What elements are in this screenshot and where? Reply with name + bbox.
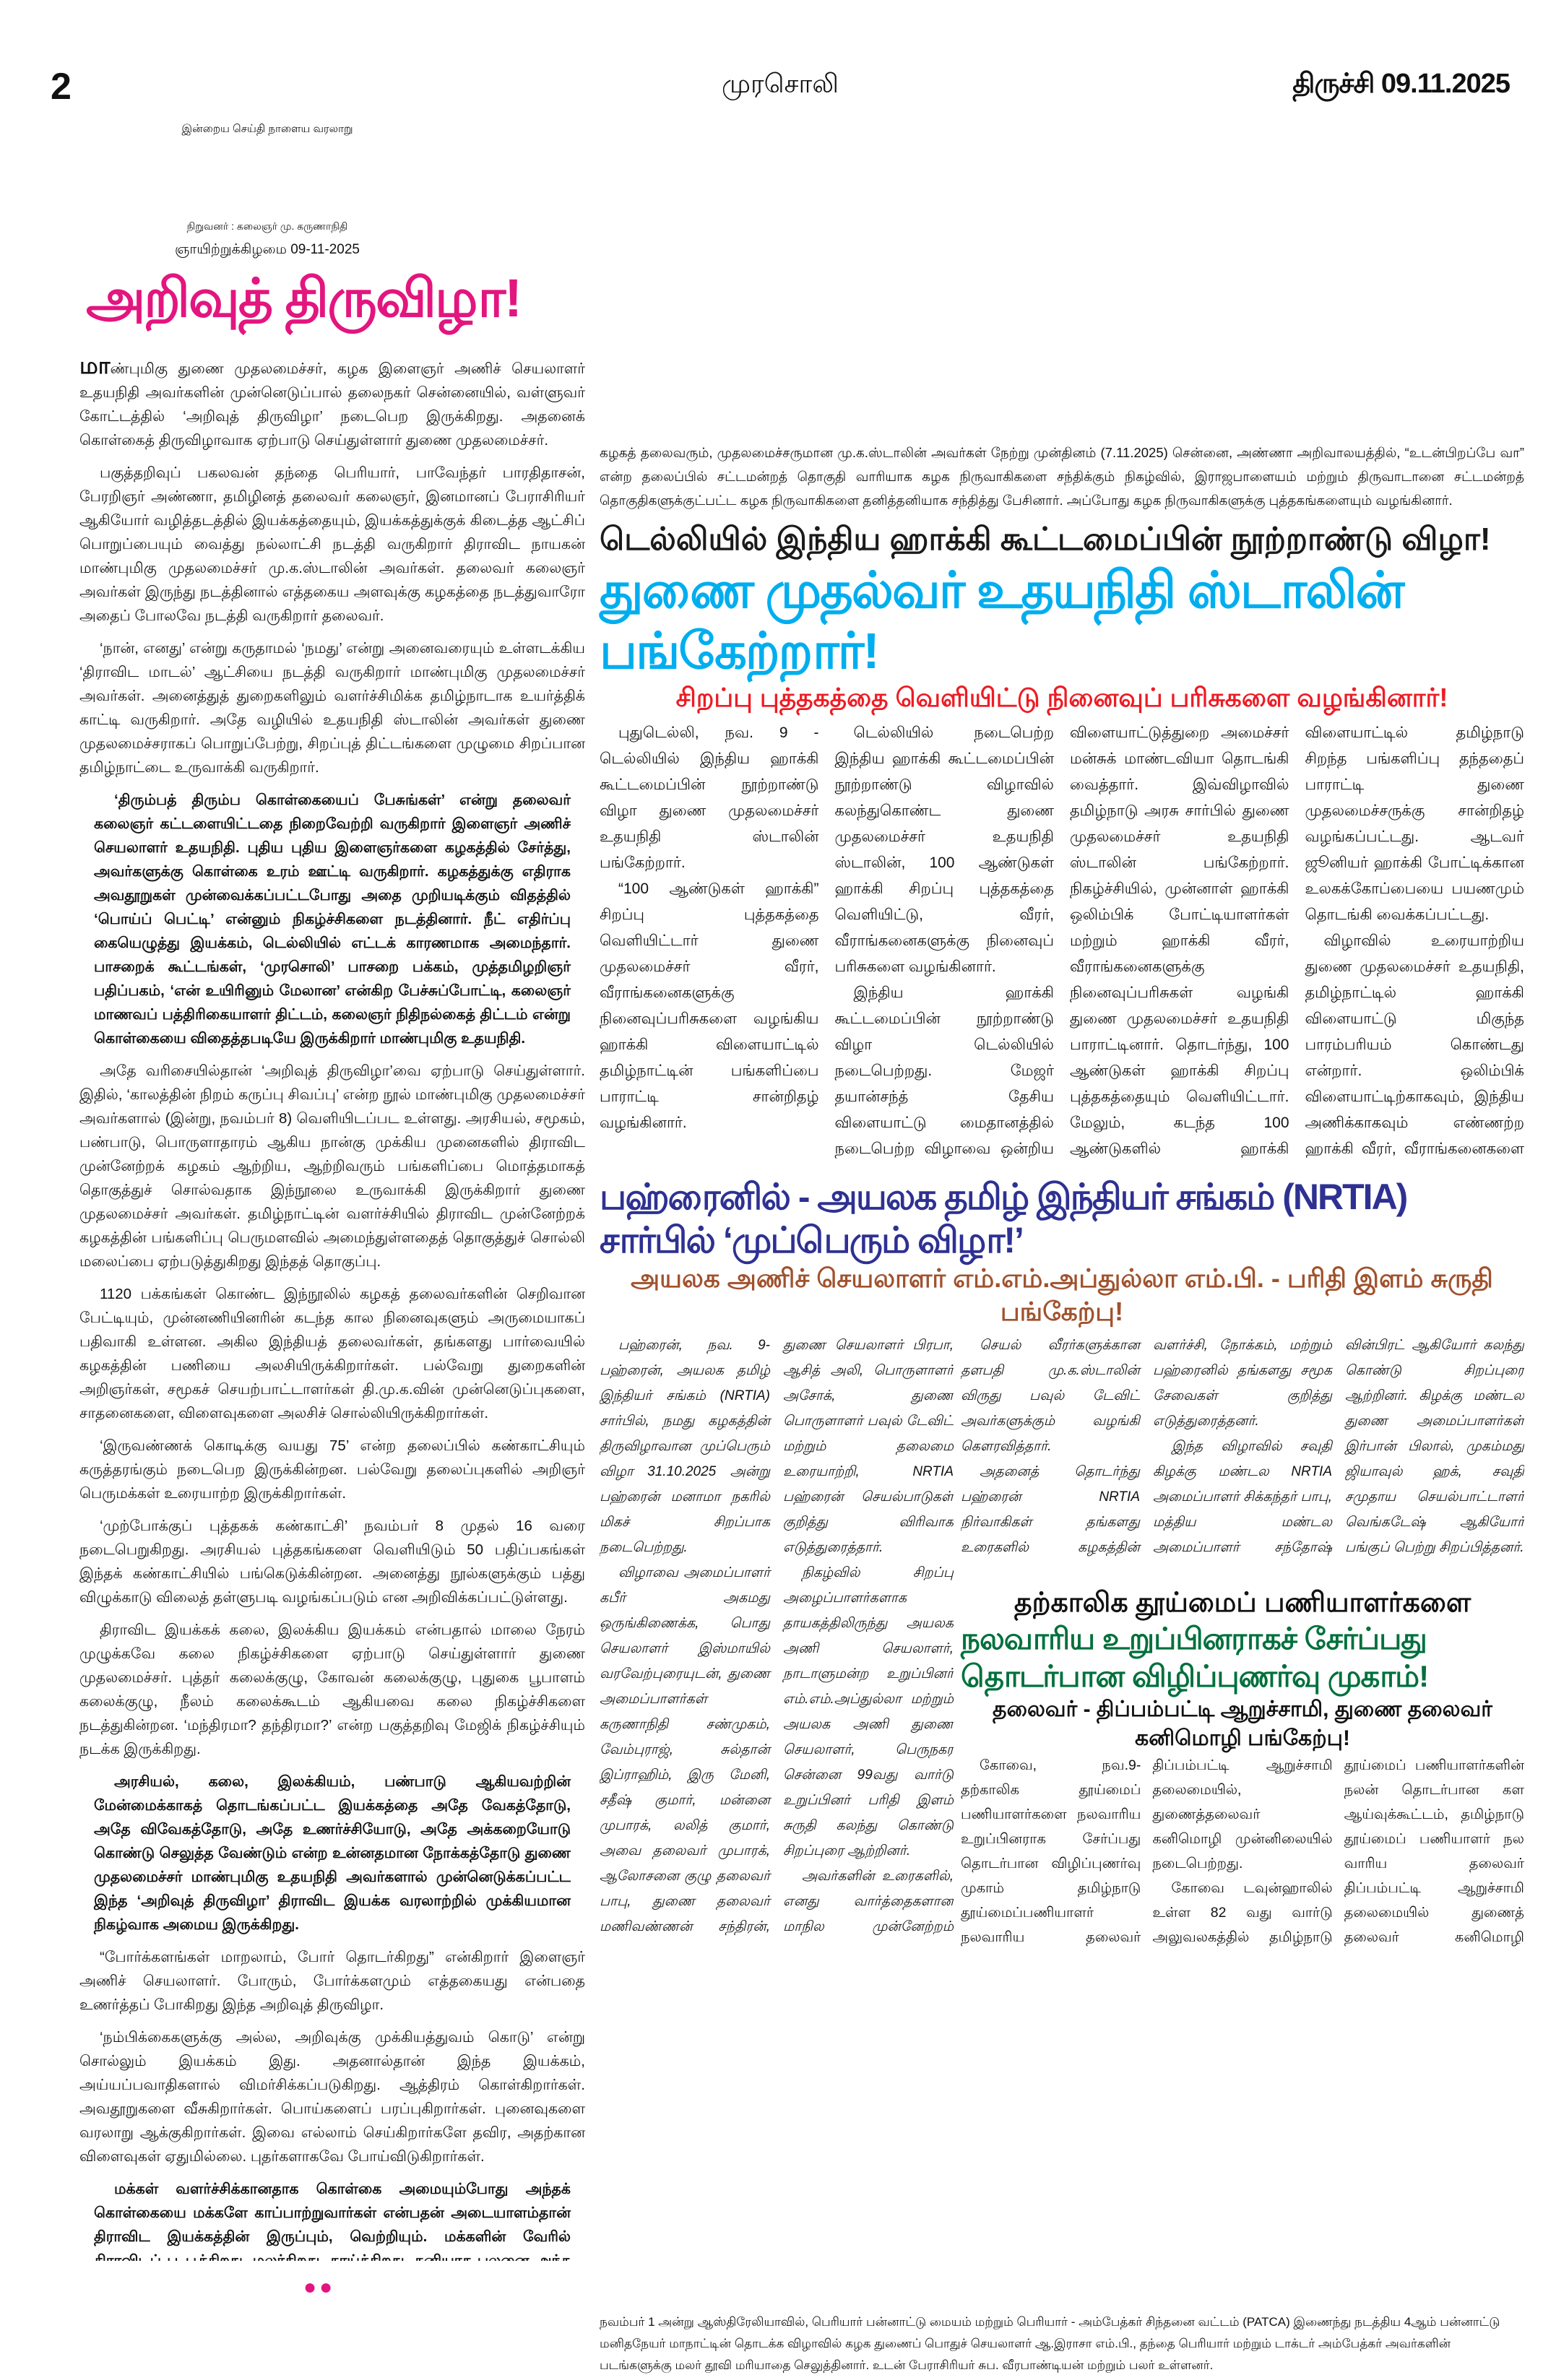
right-news-column: கழகத் தலைவரும், முதலமைச்சருமான மு.க.ஸ்டா… bbox=[600, 72, 1524, 2376]
hockey-article-body: புதுடெல்லி, நவ. 9 - டெல்லியில் இந்திய ஹா… bbox=[600, 720, 1524, 1168]
photo-caption-top: கழகத் தலைவரும், முதலமைச்சருமான மு.க.ஸ்டா… bbox=[600, 445, 1524, 508]
paragraph-text: மக்கள் வளர்ச்சிக்கானதாக கொள்கை அமையும்போ… bbox=[94, 2181, 571, 2261]
editorial-body: மாண்புமிகு துணை முதலமைச்சர், கழக இளைஞர் … bbox=[79, 354, 585, 2261]
nrtia-body-right: செயல் வீரர்களுக்கான தளபதி மு.க.ஸ்டாலின் … bbox=[961, 1333, 1524, 1578]
photo-caption-bottom: நவம்பர் 1 அன்று ஆஸ்திரேலியாவில், பெரியார… bbox=[600, 2315, 1500, 2372]
article-paragraph: பஹ்ரைன், நவ. 9- பஹ்ரைன், அயலக தமிழ் இந்த… bbox=[600, 1338, 770, 1555]
paragraph-text: அரசியல், கலை, இலக்கியம், பண்பாடு ஆகியவற்… bbox=[94, 1773, 571, 1933]
paragraph-text: ‘நான், எனது’ என்று கருதாமல் ‘நமது’ என்று… bbox=[79, 640, 585, 776]
article-paragraph: கோவை, நவ.9- தற்காலிக தூய்மைப் பணியாளர்கள… bbox=[961, 1757, 1333, 1945]
article-paragraph: நிகழ்வில் சிறப்பு அழைப்பாளர்களாக தாயகத்த… bbox=[783, 1565, 954, 1858]
article-paragraph: அதனைத் தொடர்ந்து பஹ்ரைன் NRTIA நிர்வாகிக… bbox=[961, 1338, 1332, 1555]
article-paragraph: “100 ஆண்டுகள் ஹாக்கி” சிறப்பு புத்தகத்தை… bbox=[600, 880, 819, 1131]
editorial-paragraph: ‘நம்பிக்கைகளுக்கு அல்ல, அறிவுக்கு முக்கி… bbox=[79, 2025, 585, 2168]
page-number: 2 bbox=[51, 66, 72, 108]
article-paragraph: விழாவில் உரையாற்றிய துணை முதலமைச்சர் உதய… bbox=[1305, 932, 1525, 1157]
paragraph-text: அதே வரிசையில்தான் ‘அறிவுத் திருவிழா’வை ஏ… bbox=[79, 1063, 585, 1270]
editorial-paragraph: மக்கள் வளர்ச்சிக்கானதாக கொள்கை அமையும்போ… bbox=[79, 2177, 585, 2261]
article-paragraph: டெல்லியில் நடைபெற்ற இந்திய ஹாக்கி கூட்டம… bbox=[834, 724, 1055, 975]
article-paragraph: செயல் வீரர்களுக்கான தளபதி மு.க.ஸ்டாலின் … bbox=[961, 1338, 1140, 1454]
article-paragraph: அவர்களின் உரைகளில், எனது வார்த்தைகளான மா… bbox=[783, 1869, 954, 1934]
edition-date: திருச்சி 09.11.2025 bbox=[1292, 69, 1510, 99]
photo-bottom bbox=[600, 1970, 1524, 2306]
paragraph-text: ‘நம்பிக்கைகளுக்கு அல்ல, அறிவுக்கு முக்கி… bbox=[79, 2029, 585, 2165]
editorial-date: ஞாயிற்றுக்கிழமை 09-11-2025 bbox=[175, 242, 360, 257]
drop-cap: மா bbox=[79, 354, 111, 378]
hockey-kicker: டெல்லியில் இந்திய ஹாக்கி கூட்டமைப்பின் ந… bbox=[600, 522, 1491, 557]
paragraph-text: ‘முற்போக்குப் புத்தகக் கண்காட்சி’ நவம்பர… bbox=[79, 1518, 585, 1606]
article-paragraph: புதுடெல்லி, நவ. 9 - டெல்லியில் இந்திய ஹா… bbox=[600, 724, 819, 871]
editorial-paragraph: அரசியல், கலை, இலக்கியம், பண்பாடு ஆகியவற்… bbox=[79, 1770, 585, 1937]
editorial-paragraph: திராவிட இயக்கக் கலை, இலக்கிய இயக்கம் என்… bbox=[79, 1618, 585, 1761]
nrtia-subhead: அயலக அணிச் செயலாளர் எம்.எம்.அப்துல்லா எம… bbox=[631, 1263, 1493, 1326]
editorial-paragraph: ‘முற்போக்குப் புத்தகக் கண்காட்சி’ நவம்பர… bbox=[79, 1514, 585, 1609]
photo-top bbox=[600, 72, 1524, 441]
cleaning-subhead: தலைவர் - திப்பம்பட்டி ஆறுச்சாமி, துணை தல… bbox=[993, 1697, 1492, 1750]
paragraph-text: திராவிட இயக்கக் கலை, இலக்கிய இயக்கம் என்… bbox=[79, 1622, 585, 1757]
editorial-paragraph: அதே வரிசையில்தான் ‘அறிவுத் திருவிழா’வை ஏ… bbox=[79, 1059, 585, 1273]
editorial-paragraph: பகுத்தறிவுப் பகலவன் தந்தை பெரியார், பாவே… bbox=[79, 461, 585, 628]
hockey-subhead: சிறப்பு புத்தகத்தை வெளியிட்டு நினைவுப் ப… bbox=[675, 683, 1448, 712]
editorial-paragraph: “போர்க்களங்கள் மாறலாம், போர் தொடர்கிறது”… bbox=[79, 1945, 585, 2017]
cleaning-kicker: தற்காலிக தூய்மைப் பணியாளர்களை bbox=[1013, 1588, 1471, 1618]
article-paragraph: இந்த விழாவில் சவுதி கிழக்கு மண்டல NRTIA … bbox=[1153, 1338, 1524, 1555]
cleaning-article-body: கோவை, நவ.9- தற்காலிக தூய்மைப் பணியாளர்கள… bbox=[961, 1753, 1524, 1970]
editorial-paragraph: ‘நான், எனது’ என்று கருதாமல் ‘நமது’ என்று… bbox=[79, 636, 585, 779]
article-paragraph: இந்திய ஹாக்கி கூட்டமைப்பின் நூற்றாண்டு வ… bbox=[834, 724, 1525, 1157]
editorial-title: அறிவுத் திருவிழா! bbox=[86, 268, 522, 328]
masthead: முரசொலி bbox=[722, 69, 839, 98]
nrtia-headline: பஹ்ரைனில் - அயலக தமிழ் இந்தியர் சங்கம் (… bbox=[600, 1177, 1408, 1260]
nrtia-row: பஹ்ரைன், நவ. 9- பஹ்ரைன், அயலக தமிழ் இந்த… bbox=[600, 1333, 1524, 1970]
cleaning-headline: நலவாரிய உறுப்பினராகச் சேர்ப்பது தொடர்பான… bbox=[961, 1622, 1429, 1693]
nrtia-body-left: பஹ்ரைன், நவ. 9- பஹ்ரைன், அயலக தமிழ் இந்த… bbox=[600, 1333, 954, 1939]
editorial-paragraph: மாண்புமிகு துணை முதலமைச்சர், கழக இளைஞர் … bbox=[79, 354, 585, 452]
end-mark: ●● bbox=[303, 2275, 336, 2299]
founder-line: நிறுவனர் : கலைஞர் மு. கருணாநிதி bbox=[186, 220, 348, 232]
paragraph-text: 1120 பக்கங்கள் கொண்ட இந்நூலில் கழகத் தலை… bbox=[79, 1286, 585, 1421]
tagline: இன்றைய செய்தி நாளைய வரலாறு bbox=[181, 123, 353, 135]
article-paragraph: விழாவை அமைப்பாளர் கபீர் அகமது ஒருங்கிணைக… bbox=[600, 1338, 954, 1934]
paragraph-text: பகுத்தறிவுப் பகலவன் தந்தை பெரியார், பாவே… bbox=[79, 464, 585, 624]
paragraph-text: “போர்க்களங்கள் மாறலாம், போர் தொடர்கிறது”… bbox=[79, 1949, 585, 2013]
hockey-headline: துணை முதல்வர் உதயநிதி ஸ்டாலின் பங்கேற்றா… bbox=[600, 562, 1404, 679]
article-paragraph: கோவை டவுன்ஹாலில் உள்ள 82 வது வார்டு அலுவ… bbox=[1152, 1757, 1524, 1945]
editorial-paragraph: 1120 பக்கங்கள் கொண்ட இந்நூலில் கழகத் தலை… bbox=[79, 1282, 585, 1425]
paragraph-text: ‘இருவண்ணக் கொடிக்கு வயது 75’ என்ற தலைப்ப… bbox=[79, 1437, 585, 1502]
paragraph-text: ண்புமிகு துணை முதலமைச்சர், கழக இளைஞர் அண… bbox=[79, 360, 585, 449]
editorial-paragraph: ‘திரும்பத் திரும்ப கொள்கையைப் பேசுங்கள்’… bbox=[79, 788, 585, 1050]
paragraph-text: ‘திரும்பத் திரும்ப கொள்கையைப் பேசுங்கள்’… bbox=[94, 792, 571, 1047]
editorial-paragraph: ‘இருவண்ணக் கொடிக்கு வயது 75’ என்ற தலைப்ப… bbox=[79, 1434, 585, 1505]
nrtia-right-column: செயல் வீரர்களுக்கான தளபதி மு.க.ஸ்டாலின் … bbox=[961, 1333, 1524, 1970]
